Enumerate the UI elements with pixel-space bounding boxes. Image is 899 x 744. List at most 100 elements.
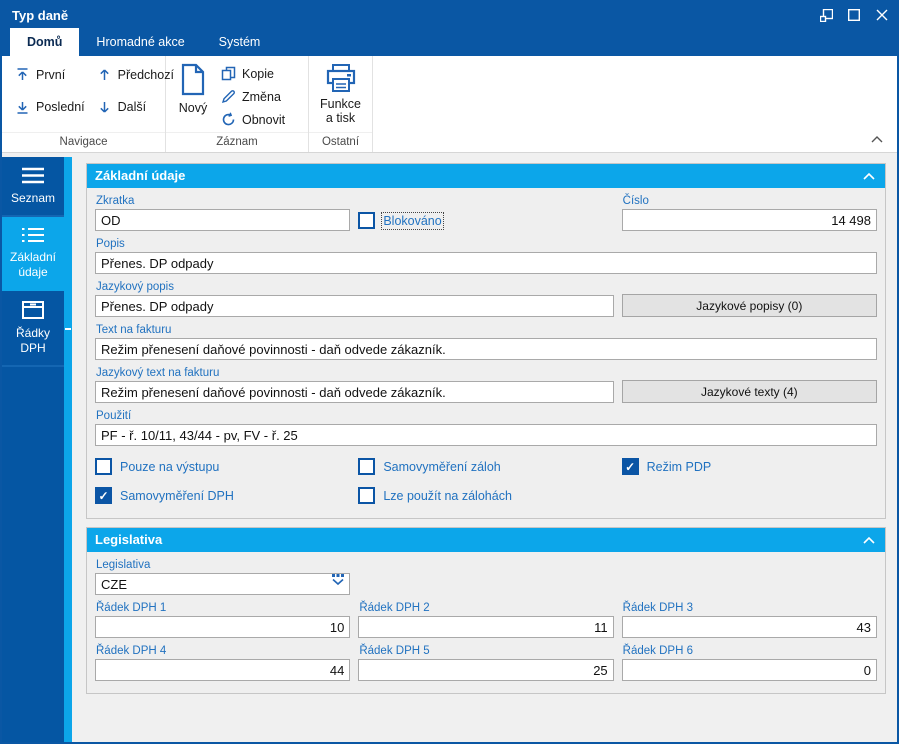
- chevron-up-icon: [863, 172, 875, 180]
- new-record-button[interactable]: Nový: [170, 56, 216, 117]
- radek-dph-2-input[interactable]: [358, 616, 614, 638]
- previous-record-label: Předchozí: [117, 67, 174, 82]
- text-na-fakturu-input[interactable]: [95, 338, 877, 360]
- jazykove-texty-button[interactable]: Jazykové texty (4): [621, 380, 877, 403]
- section-header-zakladni-udaje: Základní údaje: [87, 164, 885, 188]
- window-controls: [819, 8, 889, 22]
- popis-input[interactable]: [95, 252, 877, 274]
- radek-dph-4-input[interactable]: [95, 659, 351, 681]
- form-content: Základní údaje Zkratka: [72, 157, 897, 742]
- pouze-na-vystupu-checkbox[interactable]: [95, 458, 112, 475]
- ribbon-collapse-button[interactable]: [869, 132, 885, 146]
- radek-dph-3-label: Řádek DPH 3: [622, 602, 693, 614]
- jazykovy-text-input[interactable]: [95, 381, 614, 403]
- lze-pouzit-na-zalohach-checkbox[interactable]: [358, 487, 376, 504]
- section-zakladni-udaje: Základní údaje Zkratka: [86, 163, 886, 519]
- blokovano-checkbox-label[interactable]: Blokováno: [381, 211, 444, 230]
- jazykove-popisy-button[interactable]: Jazykové popisy (0): [621, 294, 877, 317]
- jazykovy-popis-input[interactable]: [95, 295, 614, 317]
- samovymereni-dph-checkbox[interactable]: [95, 487, 112, 504]
- close-button[interactable]: [875, 8, 889, 22]
- popis-label: Popis: [96, 238, 125, 250]
- copy-record-button[interactable]: Kopie: [218, 65, 288, 82]
- first-record-button[interactable]: První: [12, 66, 88, 83]
- arrow-down-bar-icon: [17, 101, 28, 114]
- change-record-label: Změna: [242, 89, 281, 104]
- zkratka-label: Zkratka: [96, 195, 135, 207]
- functions-print-button[interactable]: Funkce a tisk: [309, 56, 372, 128]
- arrow-up-icon: [99, 69, 109, 80]
- sidebar-item-radky-dph[interactable]: Řádky DPH: [2, 291, 64, 367]
- new-document-icon: [181, 63, 205, 96]
- zkratka-input[interactable]: [95, 209, 351, 231]
- window-title: Typ daně: [12, 7, 69, 23]
- last-record-label: Poslední: [36, 100, 85, 114]
- rezim-pdp-checkbox[interactable]: [621, 458, 639, 475]
- ribbon: První Předchozí Poslední: [2, 56, 897, 153]
- last-record-button[interactable]: Poslední: [12, 99, 88, 116]
- float-window-button[interactable]: [819, 8, 833, 22]
- sidebar-item-seznam[interactable]: Seznam: [2, 157, 64, 218]
- sidebar: Seznam Základní údaje Řádky DPH: [2, 157, 64, 742]
- tab-domu[interactable]: Domů: [10, 28, 80, 56]
- detail-list-icon: [22, 228, 44, 243]
- maximize-button[interactable]: [847, 8, 861, 22]
- arrow-down-icon: [99, 101, 109, 113]
- close-icon: [876, 9, 888, 21]
- tab-hromadne-akce[interactable]: Hromadné akce: [96, 35, 185, 49]
- chevron-up-icon: [863, 536, 875, 544]
- cislo-input[interactable]: [621, 209, 877, 231]
- first-record-label: První: [36, 67, 66, 82]
- ribbon-group-navigace: První Předchozí Poslední: [2, 56, 174, 152]
- samovymereni-dph-label[interactable]: Samovyměření DPH: [120, 488, 234, 503]
- jazykovy-popis-label: Jazykový popis: [96, 281, 174, 293]
- next-record-button[interactable]: Další: [94, 99, 177, 116]
- section-collapse-button[interactable]: [861, 170, 877, 182]
- title-bar: Typ daně: [2, 2, 897, 28]
- section-title: Legislativa: [95, 532, 163, 547]
- functions-print-label: Funkce a tisk: [320, 97, 361, 126]
- radek-dph-1-input[interactable]: [95, 616, 351, 638]
- previous-record-button[interactable]: Předchozí: [94, 66, 177, 83]
- lze-pouzit-na-zalohach-label[interactable]: Lze použít na zálohách: [383, 488, 512, 503]
- lookup-dropdown-icon[interactable]: [331, 573, 345, 591]
- section-legislativa: Legislativa Legislativa: [86, 527, 886, 694]
- radek-dph-1-label: Řádek DPH 1: [96, 602, 167, 614]
- section-collapse-button[interactable]: [861, 534, 877, 546]
- radek-dph-5-input[interactable]: [358, 659, 614, 681]
- refresh-icon: [222, 112, 235, 126]
- copy-icon: [221, 66, 236, 81]
- sidebar-item-label: Seznam: [10, 191, 56, 205]
- legislativa-label: Legislativa: [96, 559, 151, 571]
- float-window-icon: [819, 8, 833, 22]
- pencil-icon: [221, 90, 235, 104]
- cislo-label: Číslo: [622, 195, 649, 207]
- pouziti-input[interactable]: [95, 424, 877, 446]
- radek-dph-2-label: Řádek DPH 2: [359, 602, 430, 614]
- sidebar-item-label: Řádky DPH: [15, 326, 50, 355]
- change-record-button[interactable]: Změna: [218, 88, 288, 105]
- rezim-pdp-label[interactable]: Režim PDP: [646, 459, 712, 474]
- section-title: Základní údaje: [95, 168, 186, 183]
- radek-dph-5-label: Řádek DPH 5: [359, 645, 430, 657]
- blokovano-checkbox[interactable]: [358, 212, 376, 229]
- ribbon-group-label-ostatni: Ostatní: [309, 132, 372, 152]
- sidebar-item-zakladni-udaje[interactable]: Základní údaje: [2, 217, 64, 292]
- section-header-legislativa: Legislativa: [87, 528, 885, 552]
- samovymereni-zaloh-label[interactable]: Samovyměření záloh: [383, 459, 501, 474]
- refresh-button[interactable]: Obnovit: [218, 111, 288, 128]
- sidebar-splitter[interactable]: [64, 157, 72, 742]
- copy-record-label: Kopie: [242, 66, 274, 81]
- ribbon-tabbar: Domů Hromadné akce Systém: [2, 28, 897, 56]
- pouze-na-vystupu-label[interactable]: Pouze na výstupu: [120, 459, 220, 474]
- samovymereni-zaloh-checkbox[interactable]: [358, 458, 376, 475]
- splitter-handle-icon: [65, 328, 71, 330]
- arrow-up-bar-icon: [17, 68, 28, 80]
- ribbon-group-zaznam: Nový Kopie Změna: [166, 56, 309, 152]
- radek-dph-3-input[interactable]: [621, 616, 877, 638]
- tab-system[interactable]: Systém: [218, 35, 261, 49]
- legislativa-combo[interactable]: [95, 573, 351, 595]
- main-area: Seznam Základní údaje Řádky DPH: [2, 153, 897, 742]
- radek-dph-6-input[interactable]: [621, 659, 877, 681]
